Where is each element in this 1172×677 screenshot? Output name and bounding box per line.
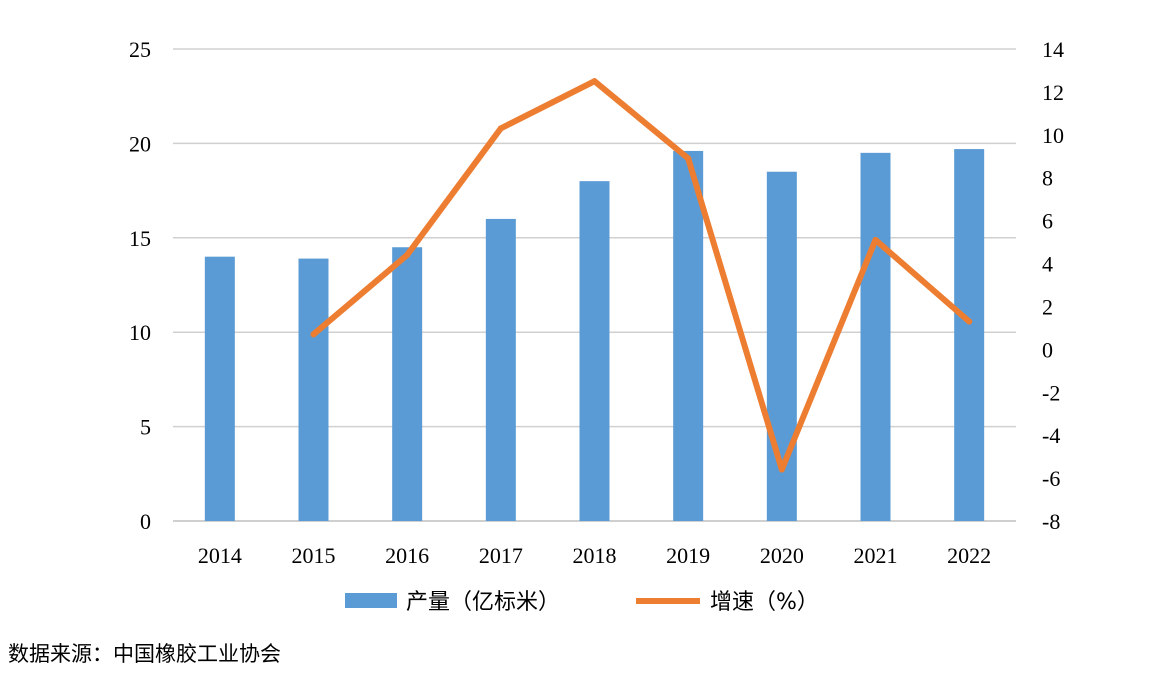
right-tick-label: 6 xyxy=(1042,209,1053,234)
left-axis-ticks: 0 5 10 15 20 25 xyxy=(129,37,151,534)
right-tick-label: 2 xyxy=(1042,294,1053,319)
growth-point-2022 xyxy=(966,318,973,325)
bar-2016 xyxy=(392,247,423,522)
bar-2017 xyxy=(485,218,516,522)
right-tick-label: -4 xyxy=(1042,423,1060,448)
x-tick-label: 2017 xyxy=(479,543,523,568)
right-tick-label: 10 xyxy=(1042,123,1064,148)
x-tick-label: 2014 xyxy=(198,543,242,568)
left-tick-label: 20 xyxy=(129,131,151,156)
x-tick-label: 2015 xyxy=(292,543,336,568)
line-series xyxy=(310,78,973,473)
left-tick-label: 10 xyxy=(129,320,151,345)
left-tick-label: 25 xyxy=(129,37,151,62)
bar-2021 xyxy=(860,152,891,521)
growth-point-2016 xyxy=(404,251,411,258)
x-axis-ticks: 2014 2015 2016 2017 2018 2019 2020 2021 2022 xyxy=(198,543,991,568)
right-tick-label: -8 xyxy=(1042,509,1060,534)
bar-series xyxy=(204,149,985,522)
legend-bar-label: 产量（亿标米） xyxy=(406,590,560,615)
x-tick-label: 2019 xyxy=(666,543,710,568)
x-tick-label: 2016 xyxy=(385,543,429,568)
right-axis-ticks: -8 -6 -4 -2 0 2 4 6 8 10 12 14 xyxy=(1042,37,1064,534)
growth-point-2021 xyxy=(872,236,879,243)
x-tick-label: 2022 xyxy=(947,543,991,568)
right-tick-label: -6 xyxy=(1042,466,1060,491)
left-tick-label: 5 xyxy=(140,415,151,440)
right-tick-label: 14 xyxy=(1042,37,1064,62)
growth-point-2015 xyxy=(310,331,317,338)
left-tick-label: 15 xyxy=(129,226,151,251)
bar-2018 xyxy=(579,181,610,521)
legend-line-label: 增速（%） xyxy=(710,590,819,615)
left-tick-label: 0 xyxy=(140,509,151,534)
right-tick-label: 0 xyxy=(1042,337,1053,362)
growth-point-2020 xyxy=(778,466,785,473)
x-tick-label: 2018 xyxy=(573,543,617,568)
growth-point-2018 xyxy=(591,78,598,85)
x-tick-label: 2021 xyxy=(854,543,898,568)
bar-2014 xyxy=(204,256,235,521)
bar-2015 xyxy=(298,258,329,521)
x-tick-label: 2020 xyxy=(760,543,804,568)
source-note: 数据来源：中国橡胶工业协会 xyxy=(8,642,281,666)
growth-line xyxy=(310,78,973,473)
right-tick-label: 12 xyxy=(1042,80,1064,105)
growth-point-2019 xyxy=(685,155,692,162)
growth-point-2017 xyxy=(497,125,504,132)
bar-2019 xyxy=(673,150,704,521)
right-tick-label: 4 xyxy=(1042,252,1053,277)
right-tick-label: -2 xyxy=(1042,380,1060,405)
bar-2022 xyxy=(954,149,985,521)
legend-bar-swatch xyxy=(345,593,397,608)
right-tick-label: 8 xyxy=(1042,166,1053,191)
legend: 产量（亿标米） 增速（%） xyxy=(345,590,819,615)
